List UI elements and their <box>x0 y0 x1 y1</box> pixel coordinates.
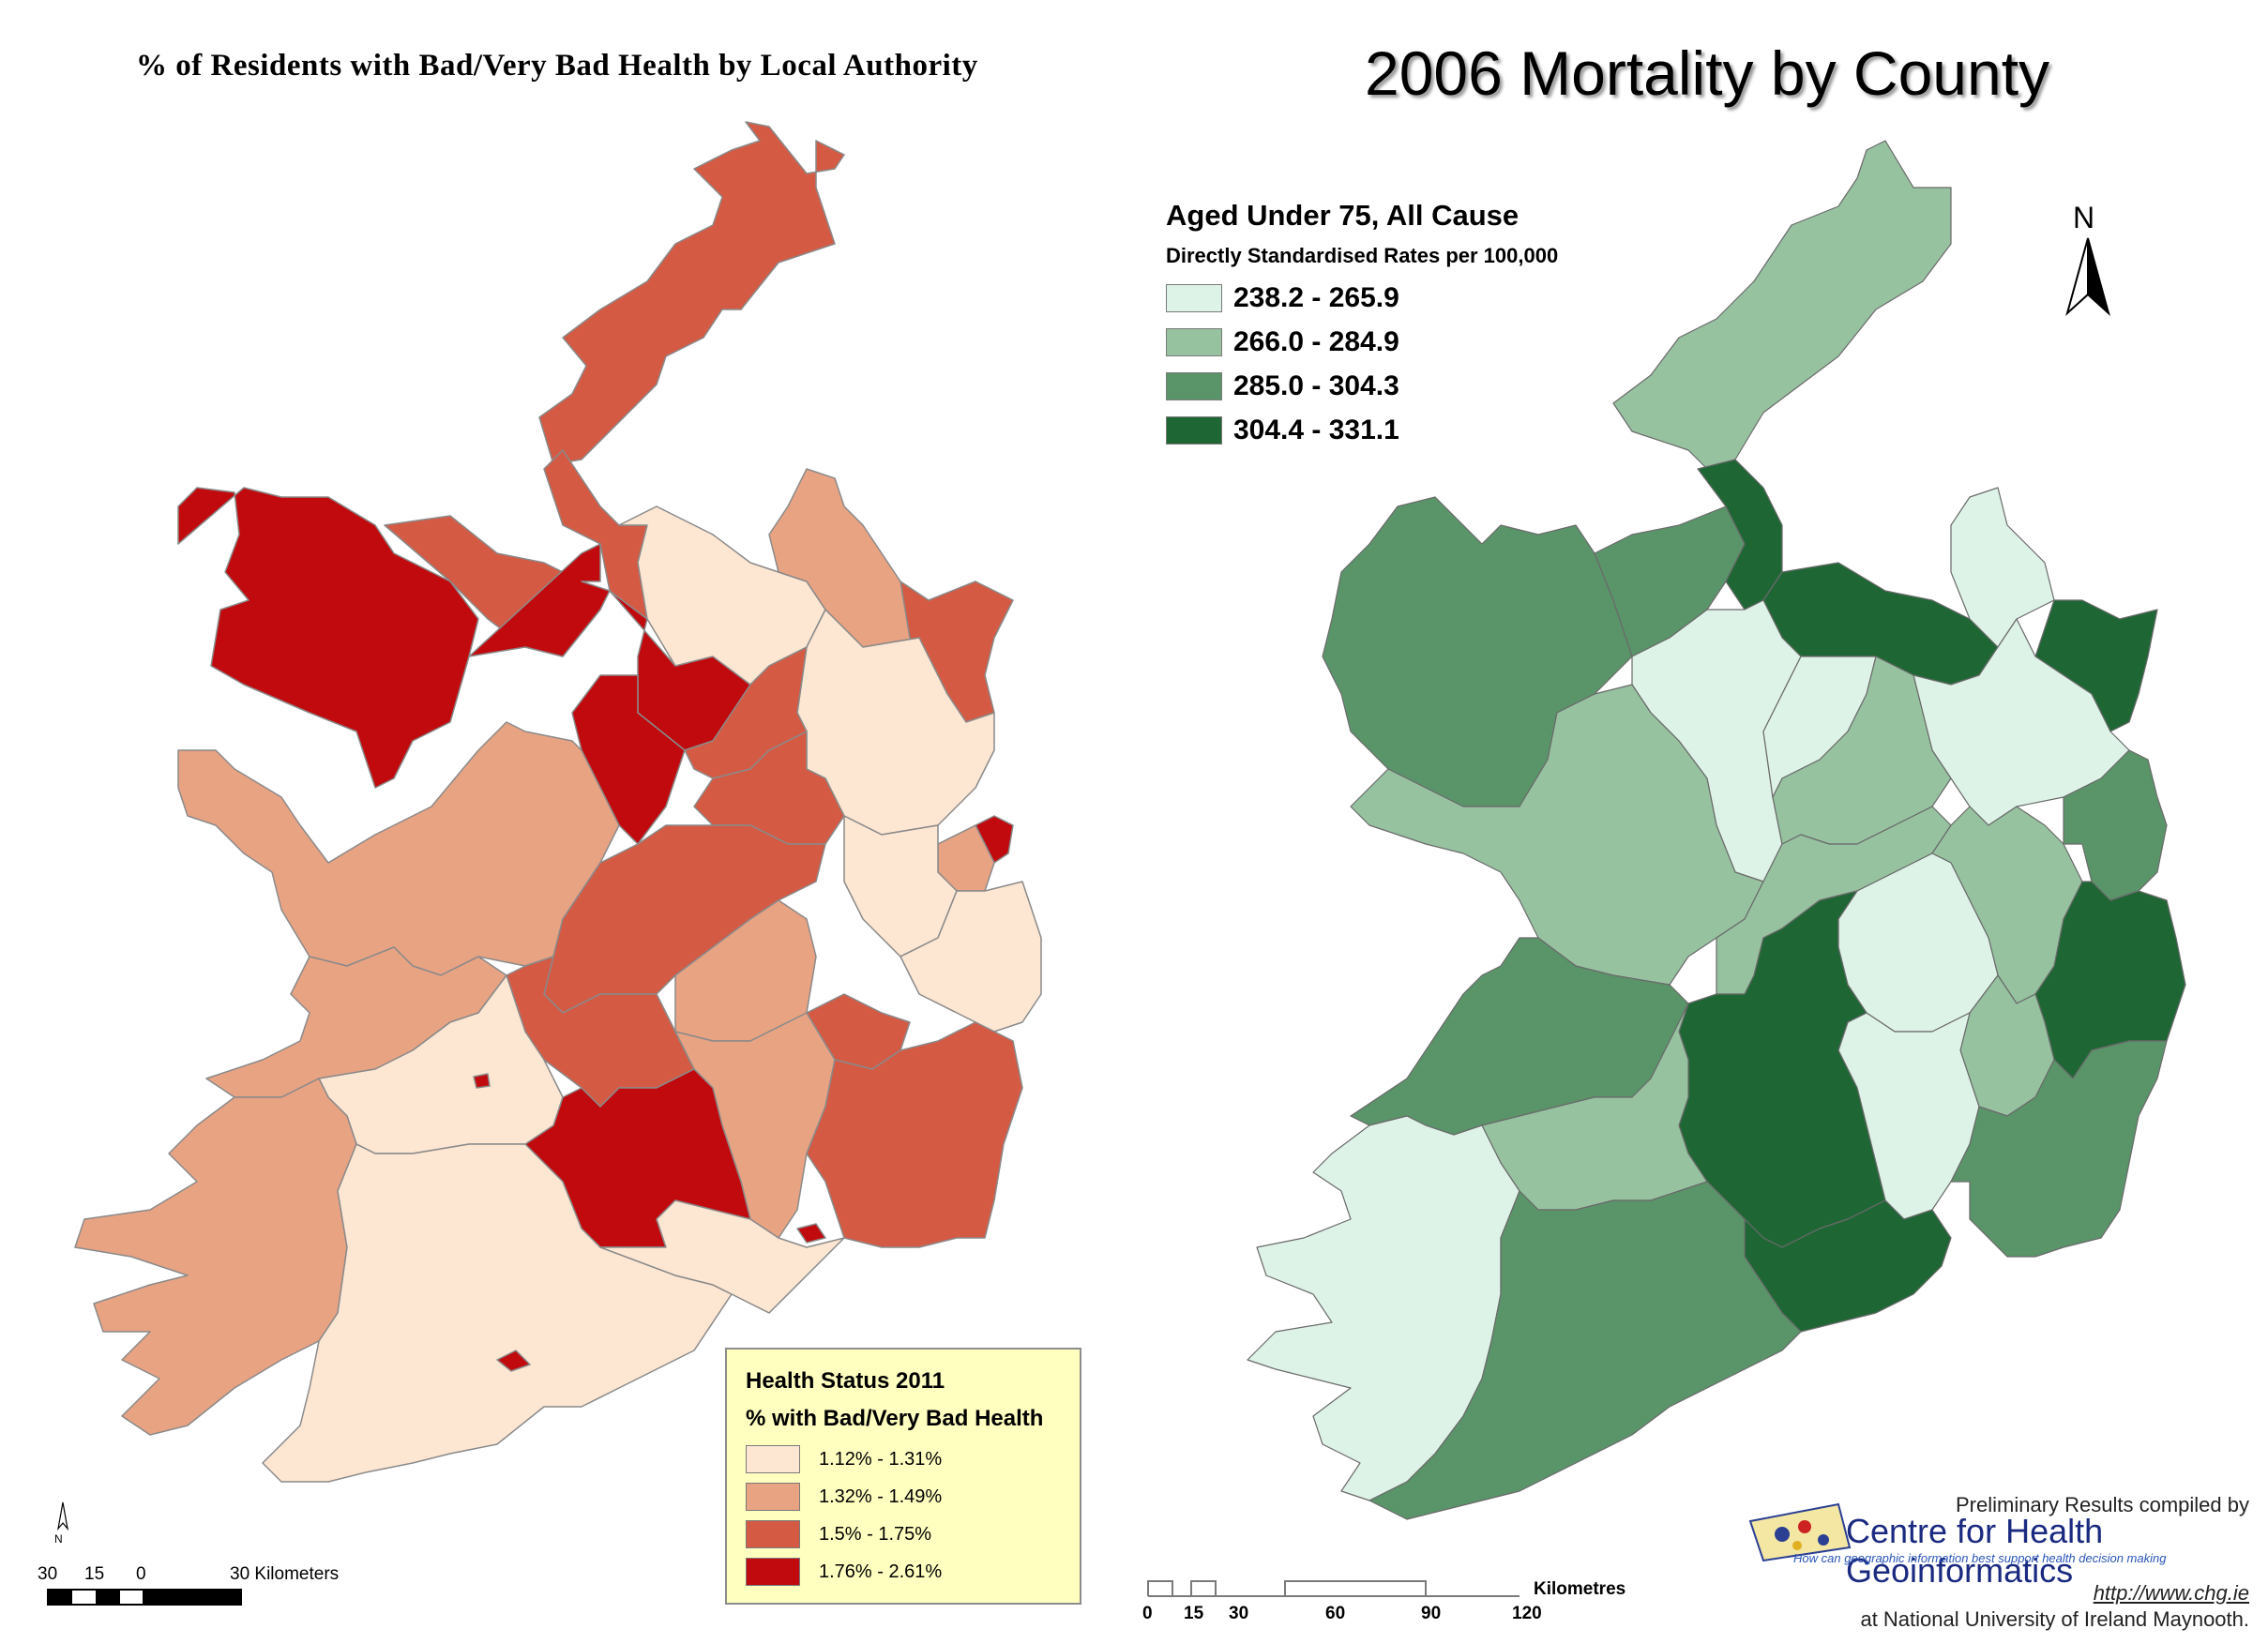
region-waterford <box>599 1199 845 1314</box>
legend-item: 1.5% - 1.75% <box>746 1518 931 1550</box>
scale-tick: 15 <box>84 1564 105 1584</box>
north-arrow-icon <box>57 1501 68 1531</box>
county-kerry <box>1247 1115 1520 1501</box>
region-kerry <box>74 1078 357 1436</box>
legend-swatch <box>746 1445 800 1473</box>
county-donegal <box>1612 140 1952 470</box>
left-map-title: % of Residents with Bad/Very Bad Health … <box>136 49 978 83</box>
legend-swatch <box>1166 372 1222 400</box>
left-scale-bar <box>47 1589 242 1606</box>
scale-tick: 0 <box>1142 1604 1153 1623</box>
legend-item: 304.4 - 331.1 <box>1166 414 1399 447</box>
legend-swatch <box>746 1558 800 1586</box>
region-cork <box>262 1143 733 1483</box>
legend-label: 238.2 - 265.9 <box>1233 282 1399 313</box>
north-label: N <box>2073 201 2095 234</box>
scale-unit: Kilometres <box>1534 1579 1626 1599</box>
region-limerick-city <box>473 1073 491 1089</box>
region-cork-city <box>496 1350 531 1372</box>
county-mayo <box>1322 496 1633 807</box>
legend-swatch <box>1166 416 1222 445</box>
legend-swatch <box>746 1483 800 1511</box>
scale-tick: 30 <box>38 1564 58 1584</box>
world-map-logo-icon <box>1748 1502 1852 1562</box>
legend-swatch <box>1166 284 1222 312</box>
credit-compiled-by: Preliminary Results compiled by <box>1956 1493 2249 1516</box>
scale-tick: 90 <box>1421 1604 1442 1623</box>
region-mayo <box>177 487 479 789</box>
legend-label: 304.4 - 331.1 <box>1233 415 1399 445</box>
legend-label: 266.0 - 284.9 <box>1233 326 1399 357</box>
legend-item: 1.76% - 2.61% <box>746 1556 942 1588</box>
chg-website-link[interactable]: http://www.chg.ie <box>2093 1581 2249 1605</box>
right-map-title: 2006 Mortality by County <box>1365 38 2050 108</box>
scale-tick: 120 <box>1512 1604 1542 1623</box>
legend-item: 1.12% - 1.31% <box>746 1443 942 1475</box>
region-wexford <box>806 1021 1023 1248</box>
legend-swatch <box>1166 328 1222 356</box>
scale-tick: 15 <box>1184 1604 1204 1623</box>
scale-tick: 30 Kilometers <box>230 1564 340 1584</box>
org-tagline: How can geographic information best supp… <box>1793 1551 2167 1565</box>
legend-item: 1.32% - 1.49% <box>746 1481 942 1513</box>
scale-tick: 30 <box>1229 1604 1249 1623</box>
legend-title: Health Status 2011 <box>746 1368 945 1394</box>
legend-label: 285.0 - 304.3 <box>1233 370 1399 401</box>
scale-tick: 0 <box>136 1564 146 1584</box>
credit-university: at National University of Ireland Maynoo… <box>1860 1607 2249 1631</box>
legend-item: 266.0 - 284.9 <box>1166 325 1399 359</box>
mortality-legend-subtitle: Directly Standardised Rates per 100,000 <box>1166 244 1559 267</box>
region-wicklow <box>900 881 1042 1033</box>
region-longford <box>684 646 808 779</box>
mortality-legend-title: Aged Under 75, All Cause <box>1166 199 1520 232</box>
legend-item: 285.0 - 304.3 <box>1166 370 1399 403</box>
legend-label: 1.76% - 2.61% <box>819 1561 943 1582</box>
county-monaghan <box>1950 487 2055 648</box>
legend-item: 238.2 - 265.9 <box>1166 281 1399 315</box>
legend-subtitle: % with Bad/Very Bad Health <box>746 1406 1044 1431</box>
health-status-legend: Health Status 2011 % with Bad/Very Bad H… <box>725 1348 1081 1605</box>
legend-label: 1.5% - 1.75% <box>819 1523 932 1545</box>
org-name: Centre for Health Geoinformatics <box>1846 1512 2104 1590</box>
region-waterford-city <box>796 1223 826 1244</box>
legend-swatch <box>746 1520 800 1548</box>
north-arrow-icon <box>2065 237 2110 317</box>
north-label: N <box>54 1532 63 1546</box>
legend-label: 1.32% - 1.49% <box>819 1486 943 1507</box>
scale-tick: 60 <box>1325 1604 1346 1623</box>
region-donegal <box>538 121 845 465</box>
legend-label: 1.12% - 1.31% <box>819 1448 943 1470</box>
county-wexford <box>1950 1040 2168 1258</box>
right-scale-bar <box>1147 1580 1520 1597</box>
county-cork <box>1368 1181 1802 1520</box>
